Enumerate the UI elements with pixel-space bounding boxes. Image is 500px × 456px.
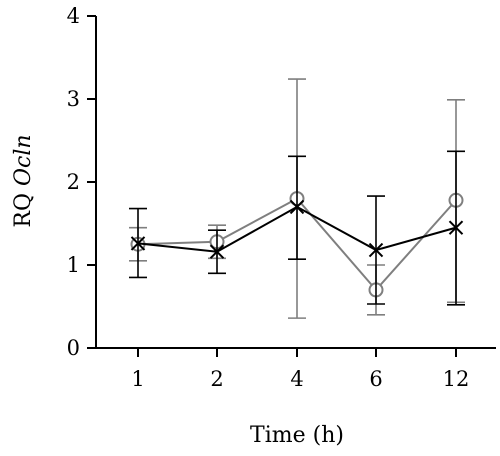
y-tick-label: 4 bbox=[67, 4, 80, 28]
y-tick-label: 2 bbox=[67, 170, 80, 194]
series-2-x bbox=[129, 150, 465, 306]
y-tick-label: 0 bbox=[67, 336, 80, 360]
x-tick-label: 2 bbox=[210, 367, 223, 391]
data-point-x bbox=[130, 236, 146, 251]
y-axis-title-prefix: RQ bbox=[11, 186, 36, 228]
data-point-x bbox=[368, 242, 384, 258]
series-layer bbox=[129, 78, 465, 319]
data-point-x-stroke bbox=[448, 220, 464, 235]
y-tick-label: 1 bbox=[67, 253, 80, 277]
y-axis-title-gene: Ocln bbox=[11, 134, 36, 186]
x-tick-label: 4 bbox=[290, 367, 303, 391]
data-point-x bbox=[209, 244, 225, 259]
data-point-x-stroke bbox=[209, 244, 225, 259]
x-tick-label: 12 bbox=[443, 367, 470, 391]
y-axis-title: RQ Ocln bbox=[11, 134, 36, 227]
data-point-x-stroke bbox=[130, 236, 146, 251]
x-axis-title: Time (h) bbox=[250, 423, 344, 448]
data-point-x bbox=[448, 220, 464, 235]
data-point-x bbox=[289, 199, 305, 215]
data-point-x-stroke bbox=[289, 199, 305, 215]
x-tick-label: 1 bbox=[131, 367, 144, 391]
data-point-x-stroke bbox=[368, 242, 384, 258]
y-tick-label: 3 bbox=[67, 87, 80, 111]
x-tick-label: 6 bbox=[369, 367, 382, 391]
